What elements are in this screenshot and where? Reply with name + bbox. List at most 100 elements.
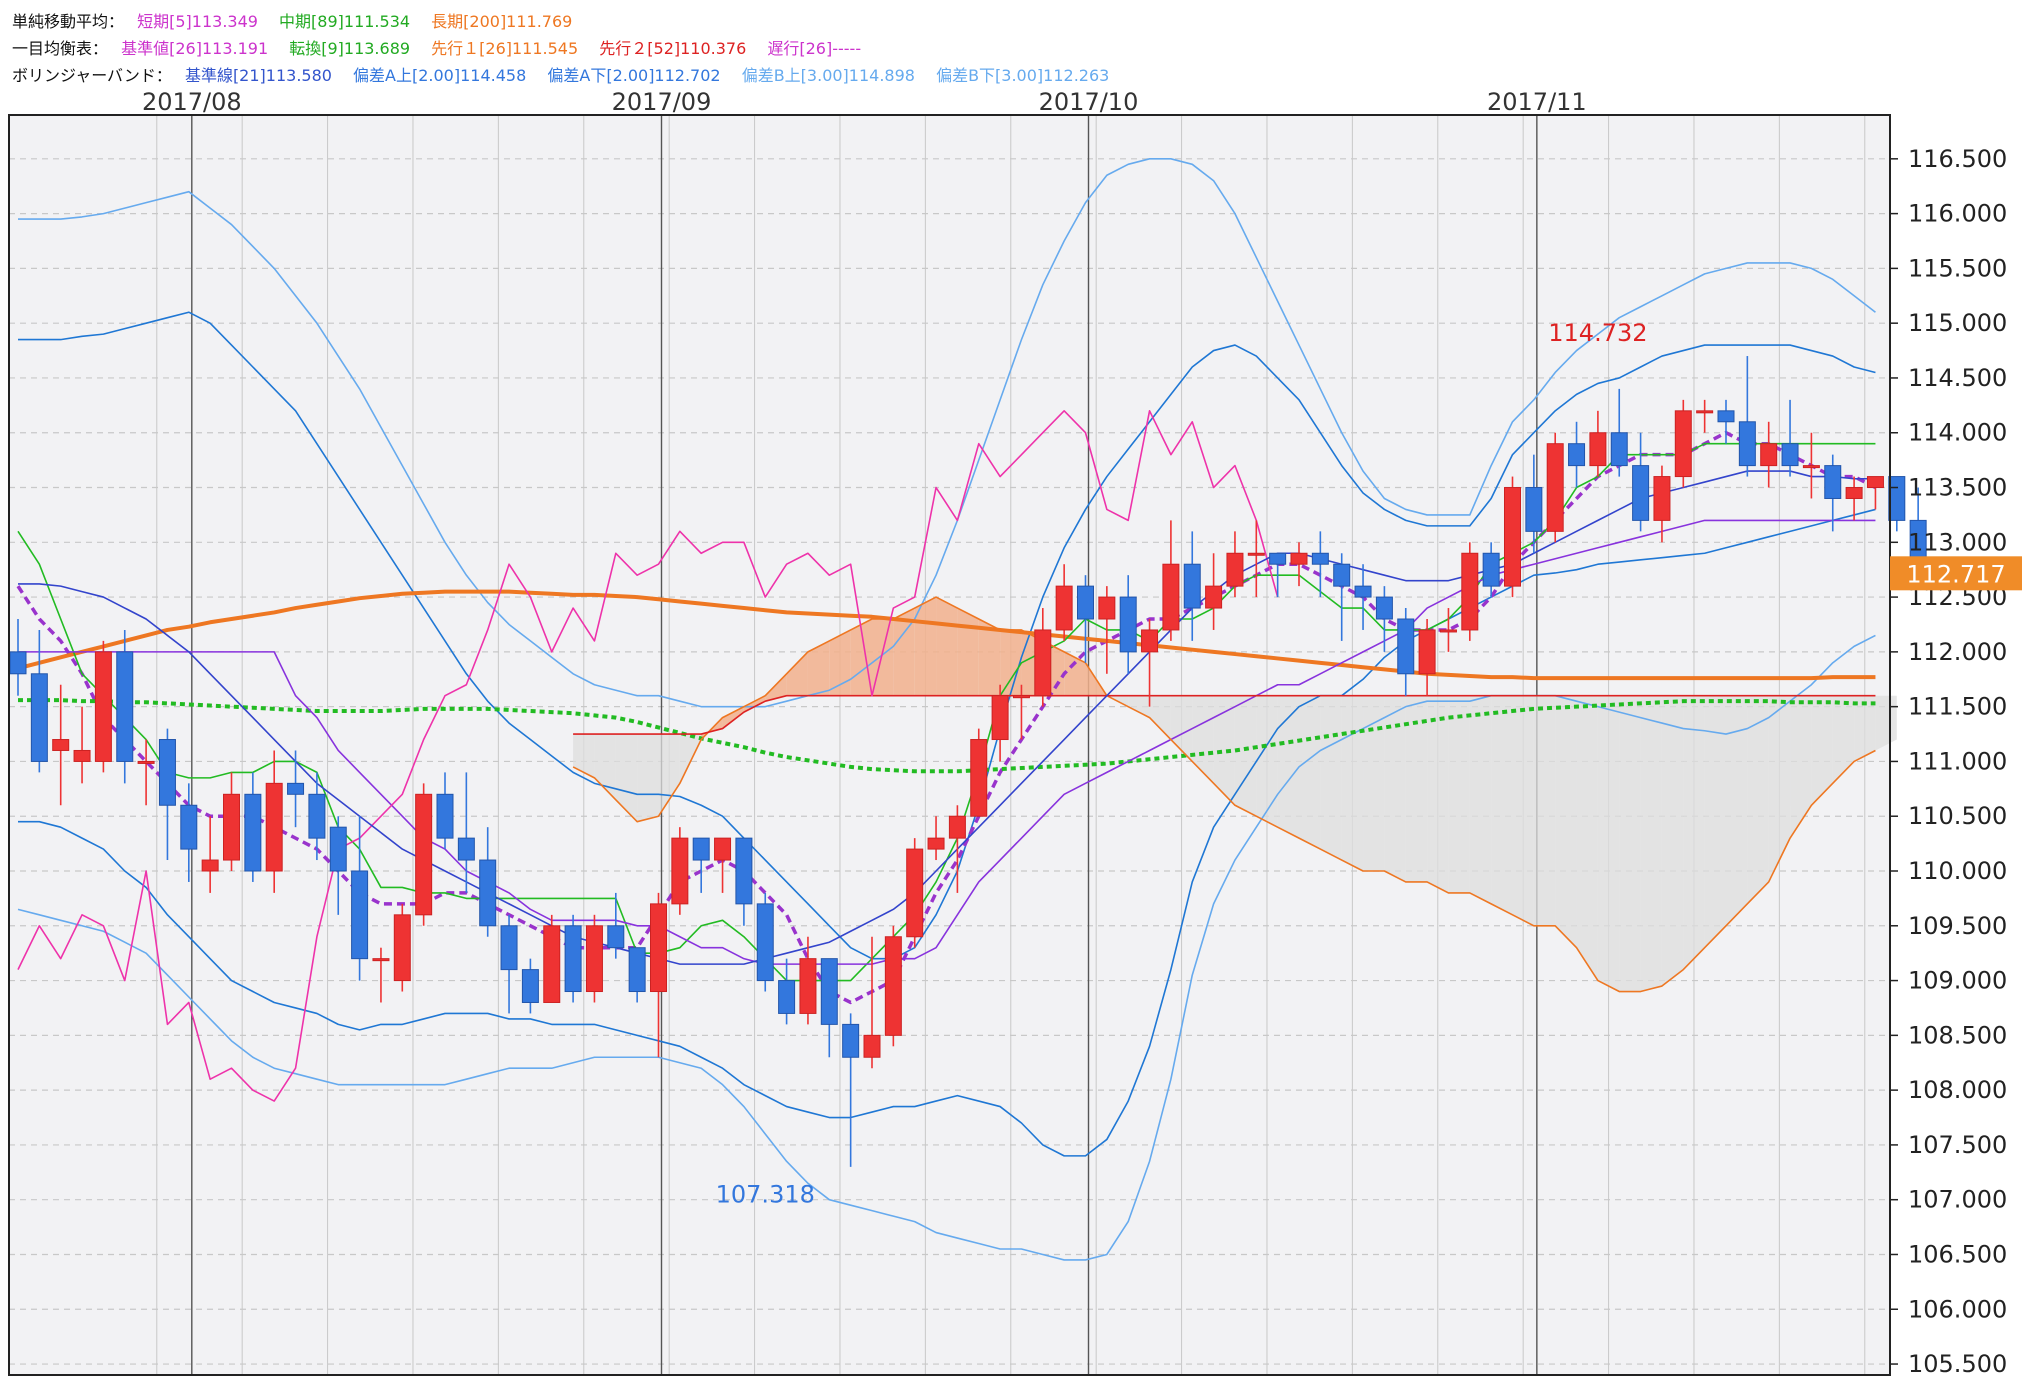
candle-bullish: [1461, 552, 1479, 631]
candle-bullish: [1866, 476, 1884, 489]
candle-bullish: [1439, 629, 1457, 633]
candle-bullish: [1226, 552, 1244, 587]
legend-item-bb-a-lower: 偏差A下[2.00]112.702: [547, 66, 720, 85]
month-label: 2017/10: [1039, 88, 1139, 116]
series-line-senkou1: [572, 596, 1876, 993]
price-tick-label: 115.500: [1908, 254, 2007, 282]
cloud-segment-bearish: [1491, 695, 1513, 915]
cloud-segment-bearish: [1320, 695, 1342, 861]
legend-item-tenkan: 転換[9]113.689: [289, 39, 410, 58]
cloud-segment-bearish: [1192, 695, 1214, 784]
plot-border: [8, 114, 1891, 1376]
legend-label-ichimoku: 一目均衡表：: [12, 39, 108, 58]
cloud-segment-bullish: [957, 608, 979, 696]
cloud-segment-bearish: [1597, 695, 1620, 992]
cloud-segment-bearish: [1811, 695, 1833, 806]
cloud-segment-bullish: [829, 629, 851, 696]
cloud-segment-bearish: [1149, 695, 1171, 740]
candle-bearish: [521, 969, 539, 1003]
candle-bullish: [1760, 443, 1778, 467]
candle-bearish: [1397, 618, 1415, 675]
price-tick-label: 110.000: [1908, 857, 2007, 885]
cloud-segment-bullish: [1064, 651, 1086, 696]
candle-bearish: [1717, 410, 1735, 423]
price-axis-area: [1890, 115, 2024, 1375]
candle-bearish: [500, 925, 518, 971]
candle-bullish: [223, 793, 240, 861]
price-tick-label: 116.500: [1908, 145, 2007, 173]
candle-bearish: [820, 958, 838, 1025]
cloud-segment-bullish: [722, 706, 744, 729]
candle-bullish: [52, 739, 70, 751]
candle-bearish: [1311, 552, 1329, 565]
bollinger-band-line-3: [17, 634, 1876, 1261]
cloud-segment-bearish: [1469, 695, 1492, 904]
candle-bearish: [116, 651, 134, 762]
series-line-kijun: [18, 519, 1876, 965]
candle-bearish: [735, 837, 753, 905]
candle-bearish: [1568, 443, 1586, 467]
price-tick-label: 105.500: [1908, 1350, 2007, 1378]
cloud-segment-bearish: [1256, 695, 1278, 828]
candle-bearish: [329, 826, 347, 872]
candle-bullish: [1205, 585, 1223, 609]
price-tick-label: 112.000: [1908, 638, 2007, 666]
bollinger-band-line-1: [18, 508, 1876, 1157]
cloud-segment-bearish: [1299, 695, 1321, 850]
candle-bearish: [1888, 476, 1906, 521]
cloud-segment-bullish: [850, 619, 872, 696]
legend-item-chikou: 遅行[26]-----: [767, 39, 861, 58]
price-tick-label: 113.000: [1908, 528, 2007, 556]
candle-bullish: [543, 925, 561, 1003]
price-tick-label: 108.500: [1908, 1021, 2007, 1049]
legend-item-sma-long: 長期[200]111.769: [431, 12, 572, 31]
legend-label-sma: 単純移動平均：: [12, 12, 124, 31]
candle-bullish: [94, 651, 112, 762]
cloud-segment-bullish: [786, 651, 808, 696]
candle-bearish: [1632, 465, 1650, 521]
candle-bullish: [201, 859, 219, 872]
legend-item-senkou1: 先行１[26]111.545: [431, 39, 578, 58]
candle-bearish: [158, 739, 176, 806]
candle-bearish: [1525, 487, 1543, 532]
indicator-lines: [16, 158, 1877, 1261]
price-axis: 116.500 116.000 115.500 115.000 114.500 114.0…: [1890, 145, 2007, 1378]
candle-bullish: [1504, 487, 1521, 587]
candle-bearish: [778, 980, 796, 1014]
candle-bullish: [906, 848, 924, 938]
candle-bearish: [564, 925, 582, 993]
cloud-segment-bearish: [1726, 695, 1748, 926]
cloud-segment-bearish: [1128, 695, 1150, 718]
legend-item-bb-mid: 基準線[21]113.580: [185, 66, 332, 85]
annotations: 114.732 107.318: [716, 319, 1648, 1209]
cloud-segment-bearish: [1213, 695, 1235, 806]
candle-bearish: [1738, 421, 1756, 467]
candle-bullish: [1418, 629, 1436, 675]
cloud-segment-bearish: [1640, 695, 1662, 992]
price-tick-label: 106.000: [1908, 1295, 2007, 1323]
candle-bearish: [1824, 465, 1842, 499]
month-label: 2017/08: [142, 88, 242, 116]
month-labels: 2017/08 2017/09 2017/10 2017/11: [142, 88, 1587, 116]
cloud-segment-bullish: [807, 640, 830, 696]
candle-bearish: [30, 673, 48, 762]
candle-bullish: [1589, 432, 1607, 467]
cloud-segment-bearish: [1768, 695, 1791, 882]
candle-bullish: [1012, 695, 1030, 699]
candle-bullish: [1247, 552, 1265, 556]
candle-bearish: [607, 925, 625, 949]
candle-bullish: [585, 925, 603, 993]
candle-bullish: [1290, 552, 1308, 565]
cloud-segment-bearish: [1427, 695, 1449, 893]
cloud-segment-bearish: [1384, 695, 1406, 882]
cloud-segment-bearish: [637, 734, 659, 822]
candle-bearish: [1354, 585, 1372, 598]
candle-bullish: [1055, 585, 1073, 631]
candle-bearish: [842, 1023, 860, 1058]
legend-item-sma-mid: 中期[89]111.534: [279, 12, 410, 31]
cloud-segment-bearish: [1576, 695, 1598, 981]
candle-bearish: [1119, 596, 1137, 653]
candle-bullish: [799, 958, 817, 1014]
price-tick-label: 109.500: [1908, 912, 2007, 940]
candle-bearish: [180, 804, 198, 850]
